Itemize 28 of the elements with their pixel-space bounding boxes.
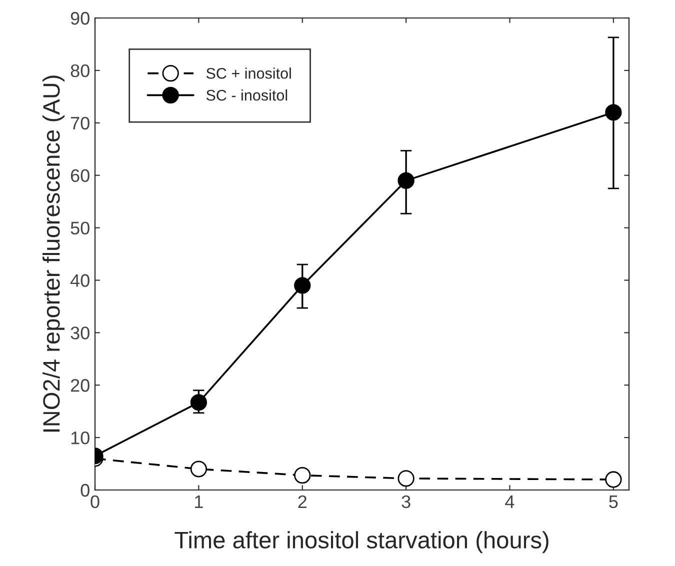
y-tick-label: 40 xyxy=(70,274,90,287)
x-tick-label: 1 xyxy=(195,496,203,508)
x-tick-label: 0 xyxy=(90,495,100,508)
y-tick-label: 70 xyxy=(70,116,90,130)
point xyxy=(294,466,311,484)
y-tick-label: 10 xyxy=(71,431,90,444)
x-tick-label: 5 xyxy=(609,496,618,508)
y-tick-label: 90 xyxy=(70,12,90,25)
point xyxy=(190,460,208,478)
y-axis-title: INO2/4 reporter fluorescence (AU) xyxy=(42,76,64,432)
y-tick-label: 30 xyxy=(70,326,90,340)
y-tick-label: 50 xyxy=(70,222,90,234)
point xyxy=(605,471,622,488)
point xyxy=(605,104,622,121)
point xyxy=(190,394,208,411)
legend-label: SC + inositol xyxy=(206,68,291,79)
x-tick-label: 2 xyxy=(298,495,306,508)
legend-label: SC - inositol xyxy=(206,89,288,101)
point xyxy=(398,470,414,487)
y-tick-label: 60 xyxy=(70,169,90,182)
y-tick-label: 80 xyxy=(70,64,90,78)
x-tick-label: 3 xyxy=(402,495,410,508)
x-tick-label: 4 xyxy=(505,496,514,508)
x-axis-title: Time after inositol starvation (hours) xyxy=(174,531,548,554)
y-tick-label: 20 xyxy=(70,379,90,392)
y-tick-label: 0 xyxy=(80,484,90,497)
point xyxy=(294,277,311,294)
point xyxy=(398,172,414,189)
